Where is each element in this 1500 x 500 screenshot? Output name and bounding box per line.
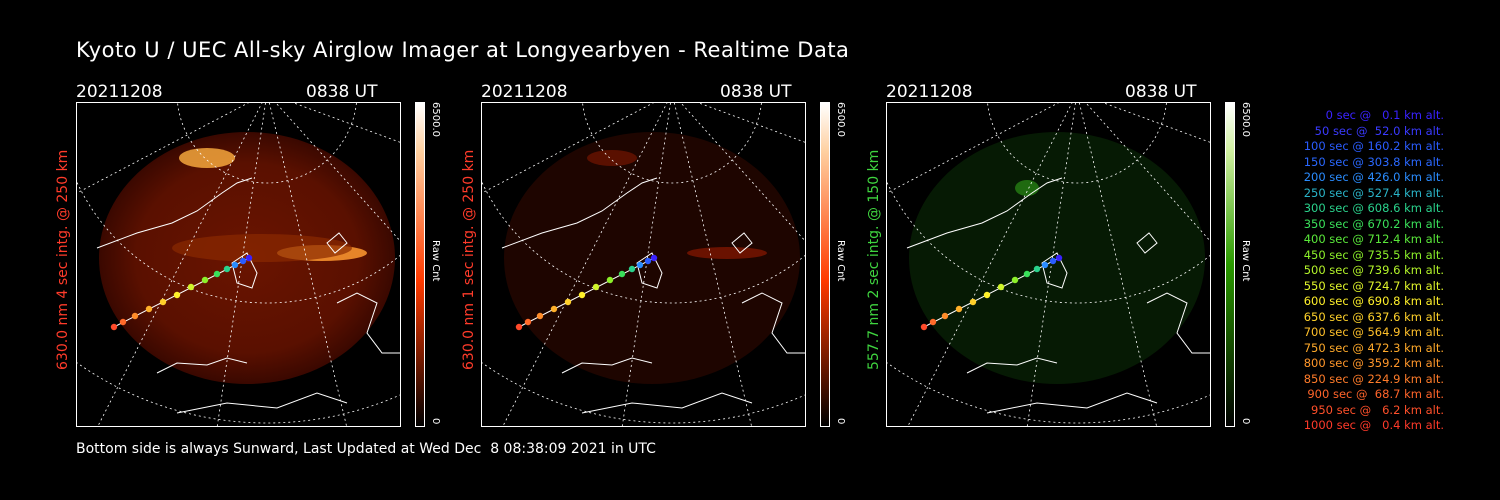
panel-1-wavelength-label: 630.0 nm 4 sec intg. @ 250 km: [55, 149, 71, 370]
legend-entry: 900 sec @ 68.7 km alt.: [1307, 387, 1444, 401]
legend-entry: 450 sec @ 735.5 km alt.: [1303, 247, 1444, 262]
legend-entry: 250 sec @ 527.4 km alt.: [1303, 185, 1444, 200]
trajectory-legend: 0 sec @ 0.1 km alt. 50 sec @ 52.0 km alt.…: [1258, 108, 1444, 434]
legend-entry: 600 sec @ 690.8 km alt.: [1303, 294, 1444, 308]
legend-entry: 50 sec @ 52.0 km alt.: [1314, 123, 1444, 138]
panel-3-map: [887, 103, 1210, 426]
panel-3-colorbar: [1225, 102, 1235, 427]
legend-entry: 0 sec @ 0.1 km alt.: [1325, 108, 1444, 122]
legend-entry: 300 sec @ 608.6 km alt.: [1303, 201, 1444, 215]
panel-3-trajectory: [920, 254, 1063, 331]
panel-1-colorbar: [415, 102, 425, 427]
legend-entry: 200 sec @ 426.0 km alt.: [1303, 170, 1444, 184]
panel-2-colorbar-max: 6500.0: [835, 102, 846, 137]
panel-3-colorbar-min: 0: [1240, 418, 1251, 425]
panel-2-trajectory: [515, 254, 658, 331]
panel-2-image: [481, 102, 806, 427]
panel-3-colorbar-unit: Raw Cnt: [1240, 240, 1251, 282]
panel-1-grid: [77, 103, 400, 426]
panel-2-colorbar-unit: Raw Cnt: [835, 240, 846, 282]
page-title: Kyoto U / UEC All-sky Airglow Imager at …: [76, 38, 850, 62]
panel-2-aurora-arc: [587, 150, 637, 166]
panel-1-image: [76, 102, 401, 427]
legend-entry: 550 sec @ 724.7 km alt.: [1303, 278, 1444, 293]
legend-entry: 350 sec @ 670.2 km alt.: [1303, 216, 1444, 231]
panel-3-image: [886, 102, 1211, 427]
panel-3-emission-spot: [1015, 180, 1039, 196]
panel-1-colorbar-unit: Raw Cnt: [430, 240, 441, 282]
panel-3-colorbar-max: 6500.0: [1240, 102, 1251, 137]
legend-entry: 1000 sec @ 0.4 km alt.: [1303, 418, 1444, 432]
legend-entry: 850 sec @ 224.9 km alt.: [1303, 371, 1444, 386]
panel-2-time: 0838 UT: [720, 82, 792, 102]
legend-entry: 750 sec @ 472.3 km alt.: [1303, 340, 1444, 355]
panel-1-time: 0838 UT: [306, 82, 378, 102]
panel-2-date: 20211208: [481, 82, 568, 102]
legend-entry: 950 sec @ 6.2 km alt.: [1311, 402, 1444, 417]
panel-2-colorbar: [820, 102, 830, 427]
panel-1-map: [77, 103, 400, 426]
legend-entry: 650 sec @ 637.6 km alt.: [1303, 309, 1444, 324]
panel-3-grid: [887, 103, 1210, 426]
panel-1-colorbar-min: 0: [430, 418, 441, 425]
panel-3-wavelength-label: 557.7 nm 2 sec intg. @ 150 km: [866, 149, 882, 370]
panel-3-coastlines: [906, 177, 1210, 414]
footer-status: Bottom side is always Sunward, Last Upda…: [76, 441, 656, 457]
panel-2-wavelength-label: 630.0 nm 1 sec intg. @ 250 km: [461, 149, 477, 370]
panel-1-aurora-arc: [179, 148, 235, 168]
panel-1-emission-band: [172, 234, 352, 262]
legend-entry: 700 sec @ 564.9 km alt.: [1303, 325, 1444, 339]
legend-entry: 150 sec @ 303.8 km alt.: [1303, 154, 1444, 169]
panel-2-colorbar-min: 0: [835, 418, 846, 425]
legend-entry: 100 sec @ 160.2 km alt.: [1303, 139, 1444, 153]
panel-1-date: 20211208: [76, 82, 163, 102]
panel-3-time: 0838 UT: [1125, 82, 1197, 102]
panel-2-aurora-band: [687, 247, 767, 259]
legend-entry: 800 sec @ 359.2 km alt.: [1303, 356, 1444, 370]
panel-1-colorbar-max: 6500.0: [430, 102, 441, 137]
panel-2-coastlines: [501, 177, 805, 414]
panel-3-date: 20211208: [886, 82, 973, 102]
panel-1-coastlines: [96, 177, 400, 414]
panel-2-grid: [482, 103, 805, 426]
legend-entry: 500 sec @ 739.6 km alt.: [1303, 263, 1444, 277]
legend-entry: 400 sec @ 712.4 km alt.: [1303, 232, 1444, 246]
panel-2-map: [482, 103, 805, 426]
panel-1-trajectory: [110, 254, 253, 331]
